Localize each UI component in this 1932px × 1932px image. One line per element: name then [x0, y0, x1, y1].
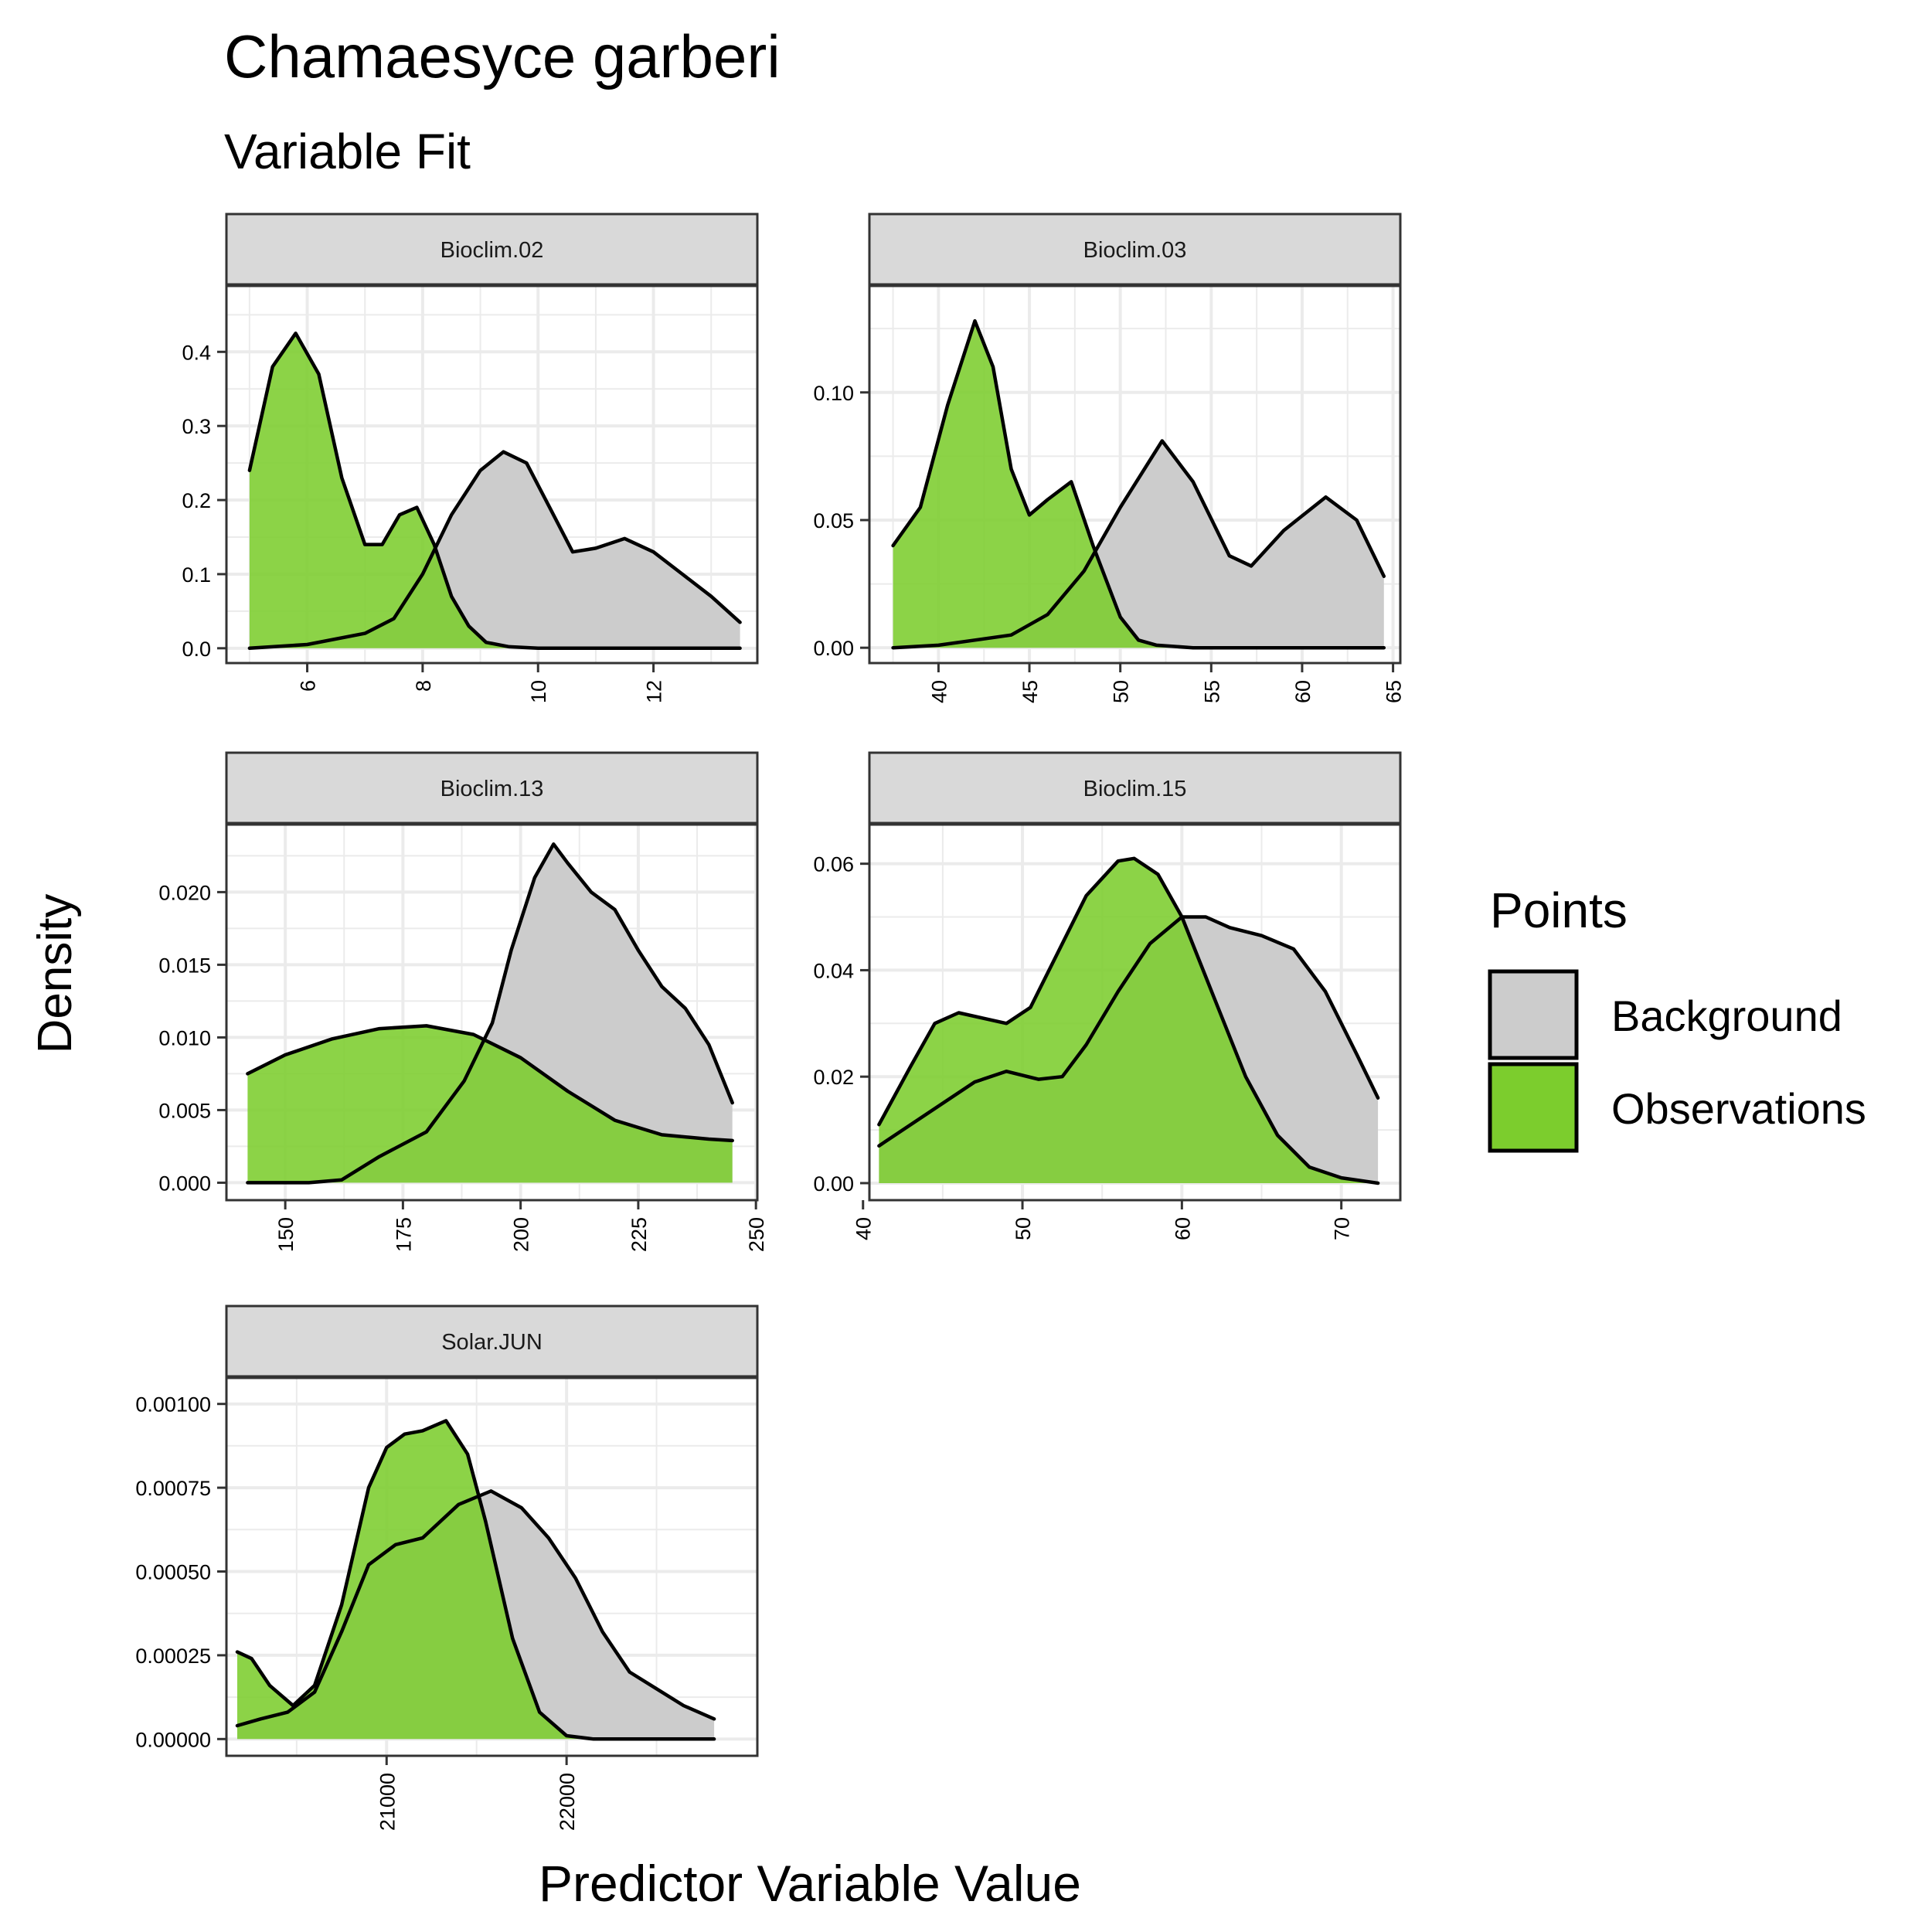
chart-subtitle: Variable Fit: [224, 124, 471, 179]
x-tick-label: 45: [1019, 680, 1042, 703]
density-line-observations: [877, 856, 1380, 1185]
density-area-observations: [879, 858, 1379, 1183]
x-tick-label: 65: [1383, 680, 1406, 703]
density-area-observations: [237, 1420, 715, 1740]
x-tick-label: 60: [1291, 680, 1315, 703]
legend-title: Points: [1490, 883, 1628, 938]
y-tick-label: 0.00: [813, 1172, 854, 1196]
x-tick-label: 250: [745, 1217, 768, 1252]
y-tick-label: 0.010: [158, 1026, 211, 1049]
y-tick-label: 0.00075: [135, 1477, 211, 1500]
legend-label-observations: Observations: [1611, 1084, 1866, 1133]
panel-bioclim-02: Bioclim.02 0.0 0.1 0.2 0.3 0.4 6 8 10 12: [182, 213, 759, 703]
density-line-observations: [247, 332, 742, 651]
facet-strip: [225, 751, 759, 825]
x-axis-label: Predictor Variable Value: [539, 1855, 1081, 1912]
y-tick-label: 0.015: [158, 954, 211, 977]
x-tick-label: 200: [510, 1217, 533, 1252]
density-line-observations: [235, 1419, 716, 1741]
y-tick-label: 0.4: [182, 341, 211, 364]
y-tick-label: 0.020: [158, 881, 211, 904]
density-line-observations: [246, 1024, 734, 1143]
facet-strip: [225, 1304, 759, 1379]
y-tick-label: 0.005: [158, 1099, 211, 1122]
facet-strip-label: Bioclim.13: [440, 777, 544, 801]
legend-key-background: [1488, 969, 1579, 1060]
x-tick-label: 6: [297, 680, 320, 692]
y-tick-label: 0.10: [813, 382, 854, 405]
density-line-background: [247, 450, 742, 651]
x-tick-label: 40: [927, 680, 951, 703]
density-area-observations: [893, 321, 1384, 648]
x-tick-label: 50: [1110, 680, 1133, 703]
x-tick-label: 150: [274, 1217, 298, 1252]
density-line-background: [246, 842, 734, 1185]
x-tick-label: 55: [1200, 680, 1223, 703]
y-tick-label: 0.0: [182, 638, 211, 661]
y-tick-label: 0.04: [813, 959, 854, 982]
x-tick-label: 60: [1171, 1217, 1194, 1240]
y-tick-label: 0.000: [158, 1172, 211, 1195]
panel-bioclim-03: Bioclim.03 0.00 0.05 0.10 40 45 50 55 60 65: [813, 213, 1406, 703]
x-tick-label: 22000: [556, 1773, 579, 1831]
facet-strip-label: Bioclim.02: [440, 238, 544, 263]
density-line-background: [891, 439, 1386, 650]
density-line-background: [877, 915, 1380, 1148]
legend-key-observations: [1488, 1062, 1579, 1153]
y-tick-label: 0.06: [813, 853, 854, 876]
y-axis-label: Density: [29, 894, 82, 1054]
y-tick-label: 0.3: [182, 415, 211, 438]
y-tick-label: 0.00100: [135, 1393, 211, 1417]
x-tick-label: 40: [852, 1217, 876, 1240]
legend-label-background: Background: [1611, 992, 1842, 1040]
density-area-observations: [247, 1026, 733, 1183]
x-tick-label: 8: [412, 680, 435, 692]
density-area-background: [249, 451, 740, 648]
y-tick-label: 0.2: [182, 489, 211, 512]
x-tick-label: 225: [628, 1217, 651, 1252]
x-tick-label: 50: [1012, 1217, 1035, 1240]
facet-panels: Bioclim.020.00.10.20.30.46 8 10 12Bioclim.0…: [135, 213, 1406, 1831]
y-tick-label: 0.00050: [135, 1561, 211, 1584]
panel-bioclim-15: Bioclim.15 0.00 0.02 0.04 0.06 40 50 60 70: [813, 751, 1402, 1240]
x-tick-label: 21000: [376, 1773, 399, 1831]
y-tick-label: 0.00: [813, 637, 854, 660]
y-tick-label: 0.00000: [135, 1728, 211, 1751]
density-area-background: [893, 440, 1384, 648]
legend: Points Background Observations: [1488, 883, 1866, 1153]
facet-strip-label: Bioclim.15: [1083, 777, 1187, 801]
x-tick-label: 10: [527, 680, 550, 703]
density-line-observations: [891, 319, 1386, 650]
density-area-background: [247, 844, 733, 1183]
facet-strip-label: Bioclim.03: [1083, 238, 1187, 263]
facet-strip-label: Solar.JUN: [441, 1330, 543, 1355]
x-tick-label: 12: [643, 680, 666, 703]
density-line-background: [235, 1489, 716, 1728]
x-tick-label: 70: [1331, 1217, 1354, 1240]
y-tick-label: 0.05: [813, 509, 854, 532]
chart-title: Chamaesyce garberi: [224, 22, 781, 90]
y-tick-label: 0.1: [182, 563, 211, 587]
density-area-observations: [249, 333, 740, 648]
y-tick-label: 0.00025: [135, 1645, 211, 1668]
panel-solar-jun: Solar.JUN 0.00000 0.00025 0.00050 0.00075 0.0…: [135, 1304, 759, 1831]
y-tick-label: 0.02: [813, 1066, 854, 1089]
x-tick-label: 175: [392, 1217, 415, 1252]
facet-strip: [868, 751, 1402, 825]
panel-bioclim-13: Bioclim.13 0.000 0.005 0.010 0.015 0.020 150 17…: [158, 751, 768, 1252]
